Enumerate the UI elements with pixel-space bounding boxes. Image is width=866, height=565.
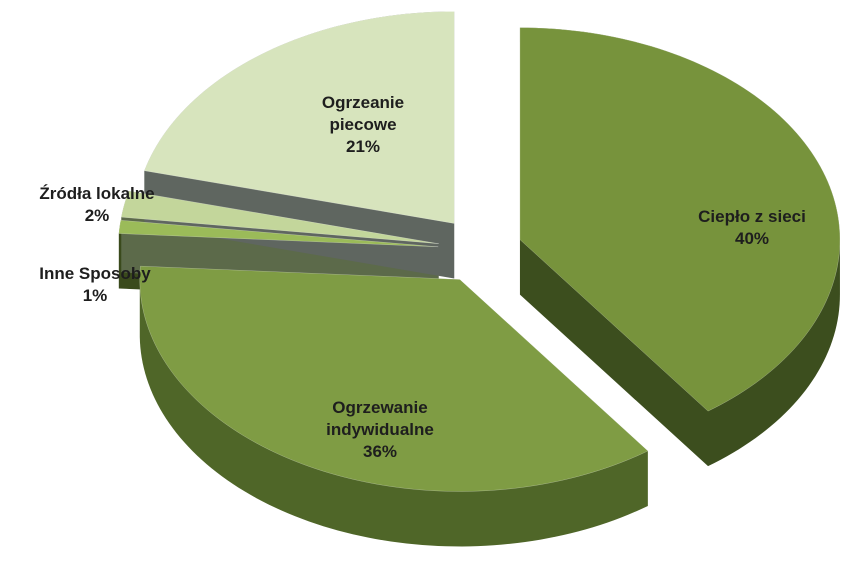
data-label: Źródła lokalne 2% [7, 183, 187, 227]
value-label: 2% [84, 206, 110, 225]
value-label: 21% [345, 137, 381, 156]
slice [519, 27, 841, 412]
category-label: Ciepło z sieci [698, 207, 806, 226]
slice [118, 219, 439, 248]
category-label: Ogrzewanie indywidualne [326, 398, 434, 439]
slice [143, 11, 455, 224]
category-label: Źródła lokalne [39, 184, 155, 203]
value-label: 36% [362, 442, 398, 461]
category-label: Inne Sposoby [39, 264, 151, 283]
data-label: Inne Sposoby 1% [5, 263, 185, 307]
value-label: 40% [734, 229, 770, 248]
slice [120, 190, 439, 244]
data-label: Ogrzewanie indywidualne 36% [300, 397, 460, 463]
data-label: Ciepło z sieci 40% [647, 206, 857, 250]
data-label: Ogrzeanie piecowe 21% [308, 92, 418, 158]
value-label: 1% [82, 286, 108, 305]
category-label: Ogrzeanie piecowe [321, 93, 405, 134]
slice [139, 265, 649, 492]
